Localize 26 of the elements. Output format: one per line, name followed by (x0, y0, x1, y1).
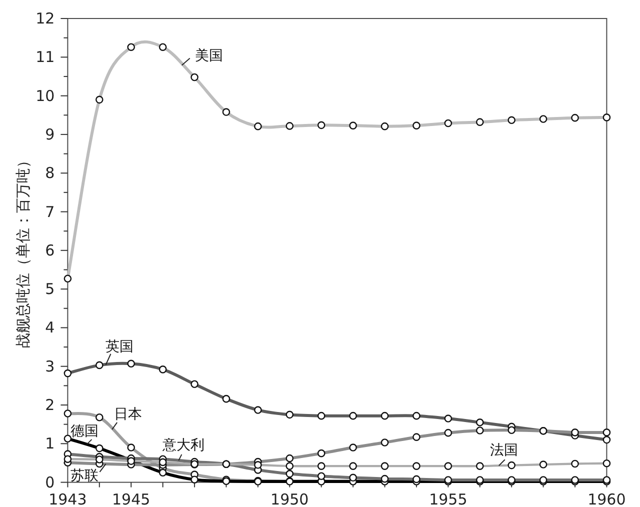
y-axis-title: 战舰总吨位（单位：百万吨） (14, 152, 32, 348)
y-tick-label: 10 (36, 86, 55, 105)
y-tick-label: 7 (45, 202, 55, 221)
y-tick-label: 4 (45, 318, 55, 337)
y-tick-label: 12 (36, 10, 55, 28)
y-tick-label: 11 (36, 48, 55, 66)
x-tick-label: 1955 (429, 490, 468, 507)
series-label: 美国 (194, 48, 223, 64)
series-label: 德国 (70, 423, 99, 440)
y-tick-label: 8 (45, 164, 55, 182)
series-label: 英国 (106, 338, 134, 355)
y-tick-label: 1 (45, 434, 55, 453)
y-tick-label: 5 (45, 280, 55, 298)
x-tick-label: 1945 (112, 490, 150, 507)
y-tick-label: 6 (45, 241, 55, 260)
y-tick-label: 9 (45, 125, 55, 144)
x-tick-label: 1960 (588, 490, 626, 507)
y-tick-label: 3 (45, 357, 55, 376)
series-label: 日本 (114, 406, 142, 422)
series-label: 苏联 (70, 468, 99, 484)
y-tick-label: 0 (45, 473, 55, 492)
series-label: 意大利 (162, 437, 205, 454)
series-label: 法国 (490, 442, 518, 459)
y-tick-label: 2 (45, 396, 55, 414)
x-tick-label: 1943 (48, 490, 87, 507)
x-tick-label: 1950 (270, 490, 309, 507)
